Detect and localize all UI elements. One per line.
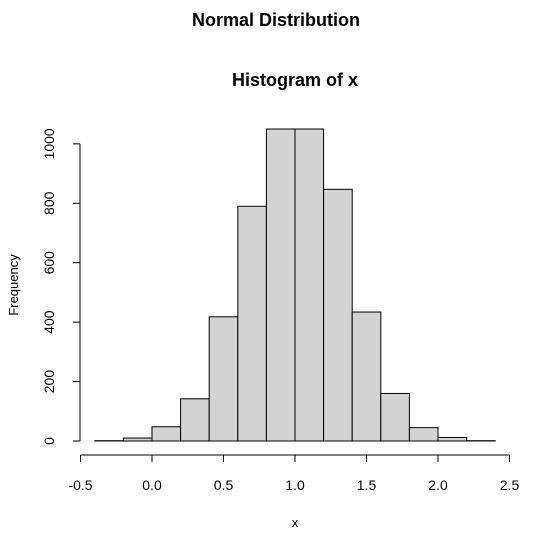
page-title: Normal Distribution [192,10,360,30]
y-tick-label: 800 [41,191,57,215]
histogram-bar [294,128,325,442]
histogram-bar [408,427,439,442]
histogram-bar [351,311,382,442]
y-tick-label: 200 [41,370,57,394]
histogram-bar [180,398,210,442]
histogram-bar [237,205,267,442]
y-axis: 0 200 400 600 800 1000 [41,128,81,445]
chart-title: Histogram of x [232,70,358,90]
x-tick-label: -0.5 [68,477,92,493]
x-tick-label: 2.0 [428,477,448,493]
x-tick-label: 2.5 [500,477,520,493]
histogram-bar [122,437,153,442]
x-tick-label: 1.5 [357,477,377,493]
histogram-bar [151,426,182,442]
x-tick-label: 0.5 [214,477,234,493]
x-tick-label: 0.0 [142,477,162,493]
histogram-bars [94,128,496,442]
y-tick-label: 0 [41,437,57,445]
x-axis-label: x [292,515,299,530]
histogram-bar [265,128,296,442]
y-tick-label: 600 [41,251,57,275]
histogram-bar [380,392,410,442]
histogram-bar [437,436,468,442]
y-axis-label: Frequency [6,254,21,316]
y-tick-label: 1000 [41,128,57,159]
y-tick-label: 400 [41,310,57,334]
x-axis: -0.5 0.0 0.5 1.0 1.5 2.0 2.5 [68,454,520,493]
histogram-bar [323,188,353,442]
histogram-bar [208,316,239,442]
x-tick-label: 1.0 [285,477,305,493]
